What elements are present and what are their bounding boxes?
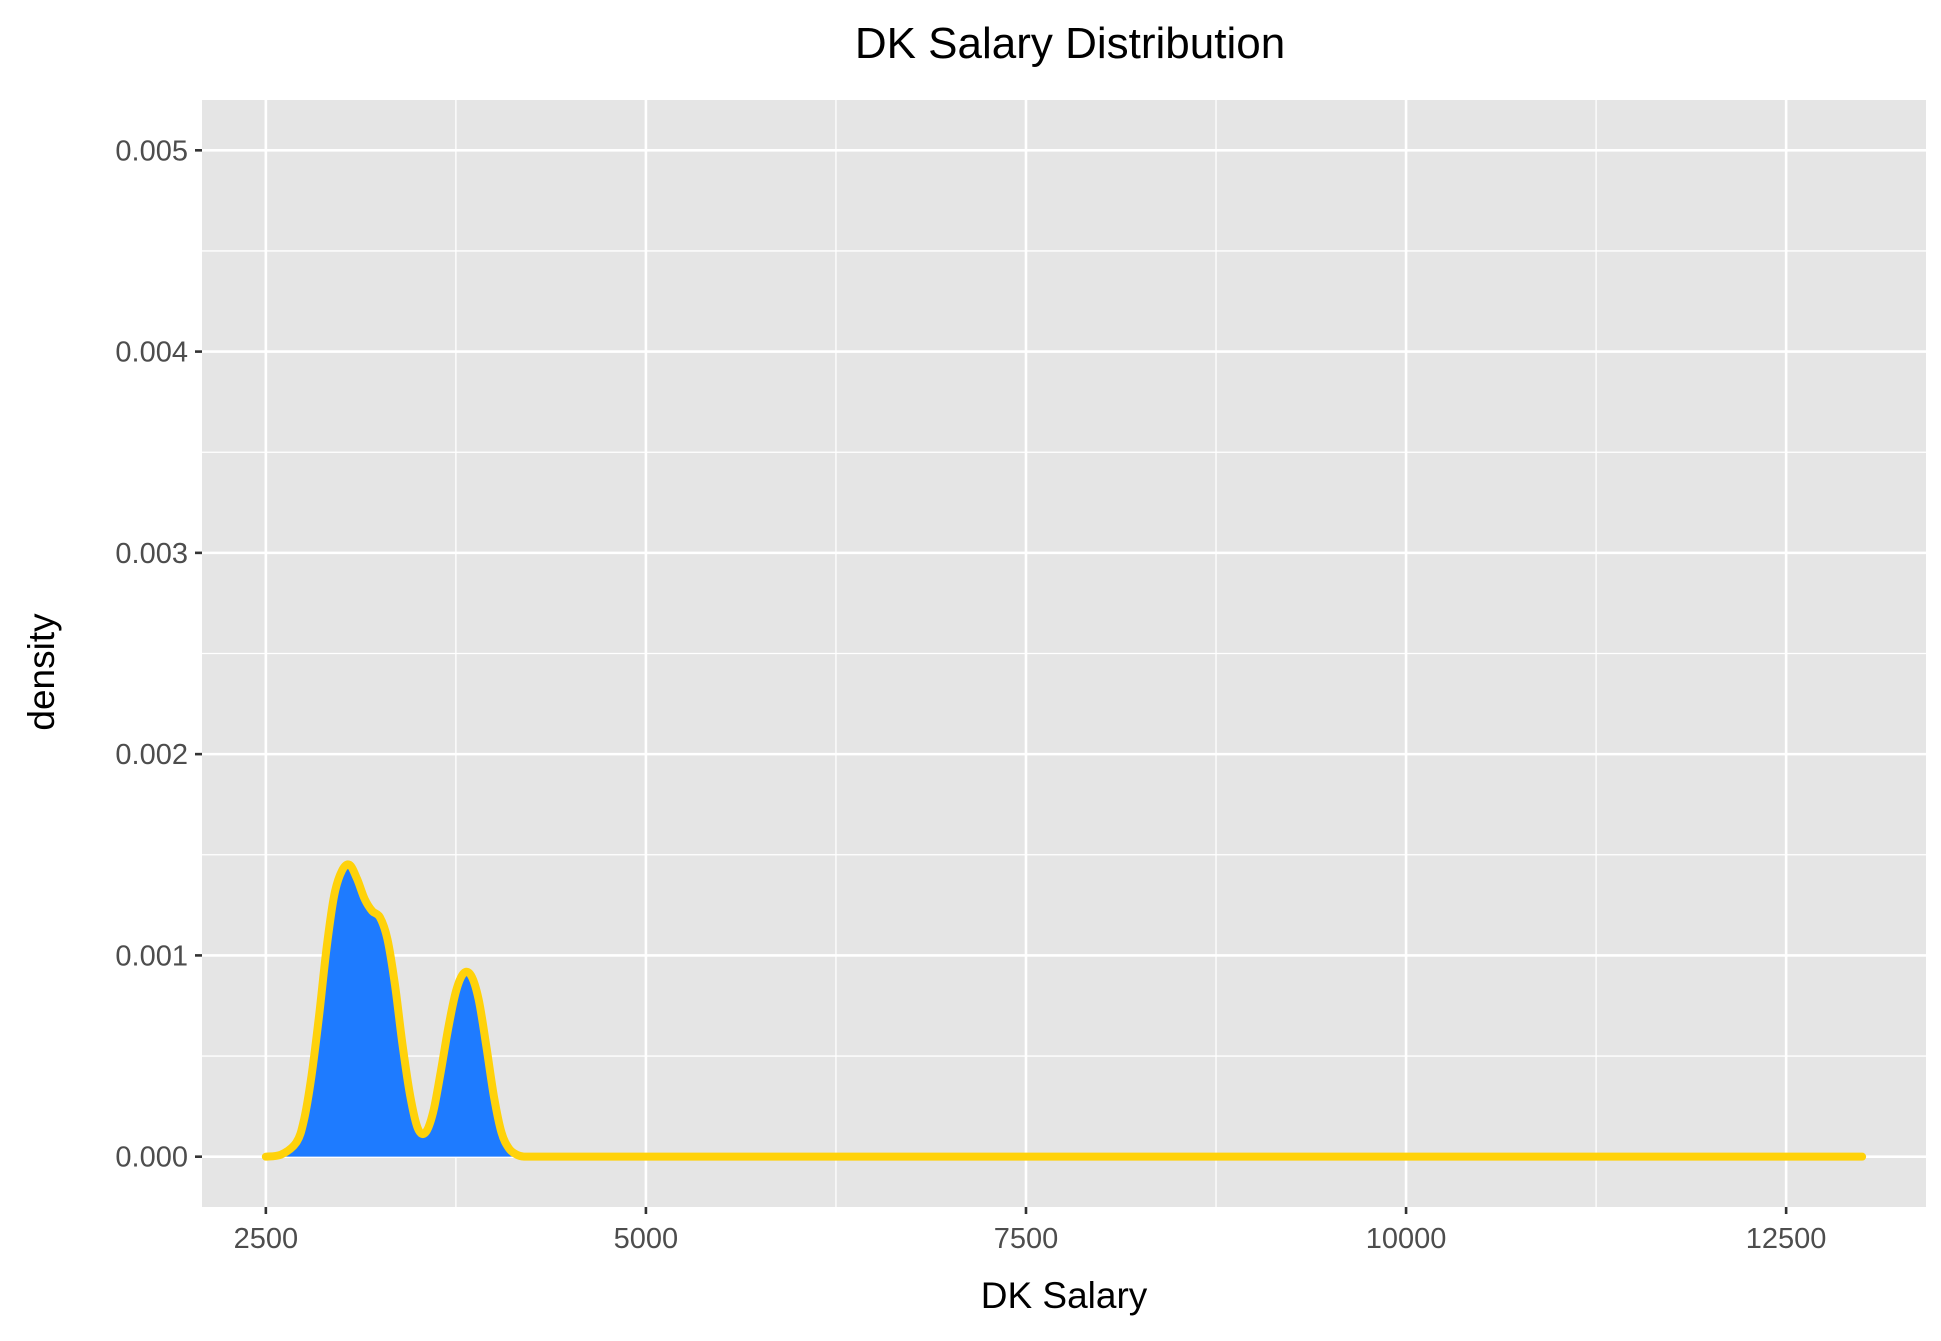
x-axis: 2500 5000 7500 10000 12500 — [234, 1207, 1827, 1255]
x-tick-label: 2500 — [234, 1223, 299, 1255]
x-tick-label: 10000 — [1366, 1223, 1447, 1255]
y-tick-label: 0.000 — [115, 1142, 188, 1174]
x-axis-title: DK Salary — [981, 1275, 1148, 1316]
chart-title: DK Salary Distribution — [855, 19, 1285, 68]
minor-gridlines — [202, 100, 1926, 1207]
y-tick-label: 0.001 — [115, 940, 188, 972]
x-tick-label: 12500 — [1746, 1223, 1827, 1255]
y-axis-title: density — [21, 613, 62, 731]
density-line — [261, 860, 1867, 1161]
x-tick-label: 7500 — [994, 1223, 1059, 1255]
y-tick-label: 0.003 — [115, 538, 188, 570]
y-tick-label: 0.002 — [115, 739, 188, 771]
y-axis: 0.000 0.001 0.002 0.003 0.004 0.005 — [115, 135, 202, 1174]
y-tick-label: 0.004 — [115, 337, 188, 369]
x-tick-label: 5000 — [614, 1223, 679, 1255]
y-tick-label: 0.005 — [115, 135, 188, 167]
